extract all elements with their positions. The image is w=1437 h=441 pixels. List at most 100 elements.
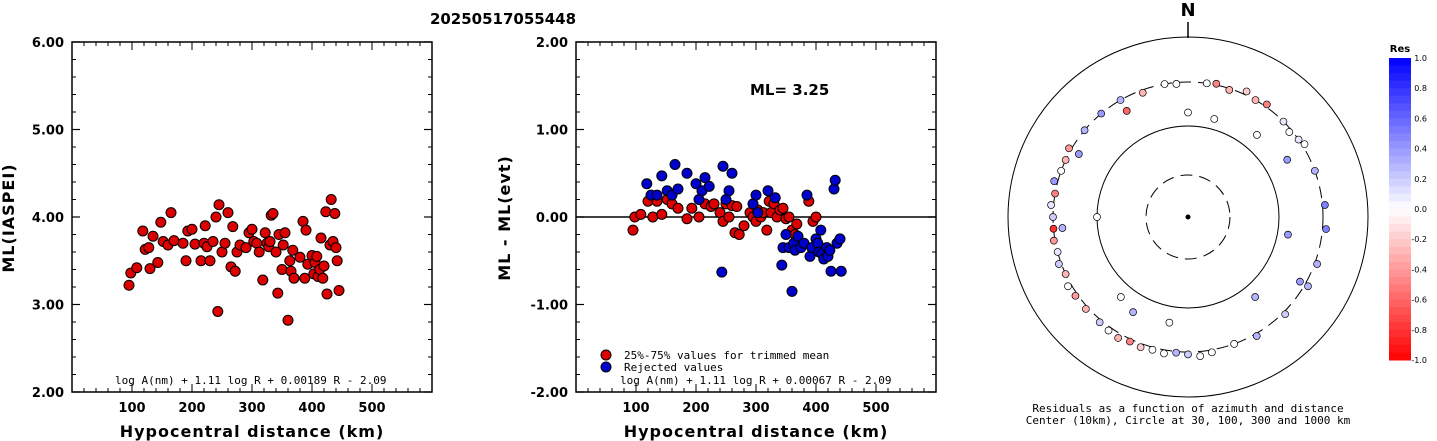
colorbar-tick-label: 0.6	[1414, 114, 1427, 123]
data-point	[213, 199, 225, 211]
data-point	[690, 178, 702, 190]
polar-point	[1196, 352, 1205, 360]
data-point	[329, 208, 341, 219]
legend-marker-rejected	[600, 361, 612, 373]
polar-point	[1225, 86, 1234, 94]
polar-point	[1093, 213, 1101, 221]
polar-point	[1116, 96, 1125, 104]
polar-point	[1208, 348, 1216, 357]
polar-point	[1061, 156, 1070, 164]
polar-point	[1160, 349, 1168, 358]
legend-label-used: 25%-75% values for trimmed mean	[624, 349, 829, 362]
data-point	[780, 229, 792, 240]
data-point	[279, 227, 291, 239]
data-point	[824, 244, 836, 256]
polar-point	[1184, 350, 1192, 359]
data-point	[212, 306, 224, 317]
data-point	[325, 194, 337, 205]
data-point	[656, 170, 668, 182]
colorbar-cell	[1389, 292, 1411, 301]
data-point	[282, 314, 294, 326]
colorbar-cell	[1389, 307, 1411, 316]
polar-point	[1202, 79, 1211, 88]
polar-point	[1172, 348, 1180, 357]
y-tick-label: -1.00	[531, 299, 568, 314]
data-point	[131, 262, 143, 274]
colorbar-cell	[1389, 352, 1411, 361]
x-tick-label: 100	[622, 401, 649, 416]
data-point	[669, 159, 681, 170]
data-point	[693, 211, 705, 223]
data-point	[815, 224, 827, 236]
data-point	[738, 220, 750, 232]
data-point	[165, 207, 177, 219]
data-point	[656, 208, 668, 220]
data-point	[699, 172, 711, 184]
colorbar-cell	[1389, 178, 1411, 187]
data-point	[277, 239, 289, 251]
colorbar-cell	[1389, 239, 1411, 248]
plot-frame-left	[71, 41, 433, 393]
data-point	[672, 183, 684, 195]
colorbar-cell	[1389, 314, 1411, 323]
x-axis-label-left: Hypocentral distance (km)	[120, 422, 385, 441]
polar-point	[1065, 144, 1073, 153]
colorbar-cell	[1389, 171, 1411, 180]
polar-point	[1313, 260, 1321, 268]
colorbar: Res 1.0 0.8 0.6 0.4 0.2 0.0 -0.2 -0.4 -0.6 -0.8 -1…	[1389, 44, 1427, 365]
x-tick-label: 300	[238, 401, 265, 416]
ml-annotation: ML= 3.25	[750, 81, 829, 99]
data-point	[222, 207, 234, 219]
colorbar-cell	[1389, 254, 1411, 263]
data-point	[761, 224, 773, 236]
colorbar-tick-label: 0.0	[1414, 205, 1427, 214]
data-point	[635, 208, 647, 220]
formula-middle: log A(nm) + 1.11 log R + 0.00067 R - 2.0…	[620, 374, 892, 387]
y-tick-label: 0.00	[536, 211, 568, 226]
data-point	[300, 224, 312, 236]
data-point	[834, 233, 846, 245]
data-point	[776, 259, 788, 271]
colorbar-cell	[1389, 261, 1411, 270]
data-point	[681, 213, 693, 225]
polar-point	[1057, 166, 1065, 175]
center-dot	[1185, 214, 1191, 220]
data-point	[259, 227, 271, 239]
data-point	[762, 185, 774, 197]
polar-point	[1251, 96, 1260, 104]
colorbar-cell	[1389, 148, 1411, 157]
data-point	[137, 225, 149, 237]
polar-point	[1279, 117, 1288, 126]
data-point	[144, 263, 156, 275]
y-tick-label: -2.00	[531, 386, 568, 401]
data-point	[752, 207, 764, 219]
polar-point	[1126, 337, 1134, 346]
formula-left: log A(nm) + 1.11 log R + 0.00189 R - 2.0…	[115, 374, 387, 387]
x-tick-label: 500	[358, 401, 385, 416]
colorbar-cell	[1389, 329, 1411, 338]
colorbar-cell	[1389, 65, 1411, 74]
data-point	[835, 265, 847, 277]
y-tick-label: 1.00	[536, 124, 568, 139]
polar-point	[1129, 308, 1137, 316]
data-point	[180, 255, 192, 267]
data-point	[315, 232, 327, 244]
polar-point	[1071, 291, 1080, 300]
polar-point	[1064, 282, 1072, 291]
data-point	[647, 211, 659, 223]
data-point	[284, 255, 296, 267]
colorbar-cell	[1389, 216, 1411, 225]
colorbar-cell	[1389, 133, 1411, 142]
data-point	[270, 246, 282, 258]
data-point	[810, 211, 822, 223]
polar-point	[1058, 224, 1067, 232]
data-point	[783, 211, 795, 223]
colorbar-tick-label: 1.0	[1414, 54, 1427, 63]
polar-point	[1114, 334, 1123, 342]
polar-point	[1074, 150, 1083, 158]
colorbar-cell	[1389, 163, 1411, 172]
data-point	[210, 211, 222, 223]
data-point	[246, 223, 258, 235]
data-point	[264, 236, 276, 247]
x-tick-label: 200	[682, 401, 709, 416]
